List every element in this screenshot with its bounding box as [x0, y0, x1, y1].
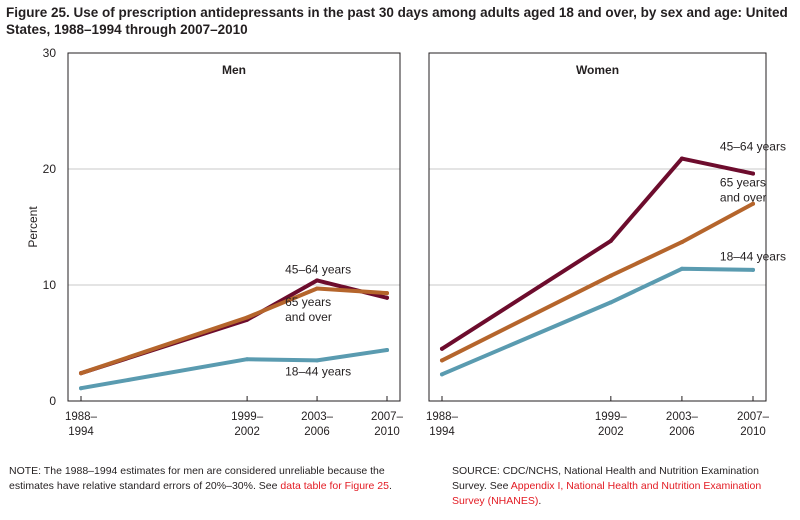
data-point-65-over: [440, 358, 444, 363]
x-tick-label-line: 1988–: [426, 411, 459, 423]
data-point-45-64: [751, 171, 755, 176]
source-body: SOURCE: CDC/NCHS, National Health and Nu…: [452, 465, 759, 492]
data-point-65-over: [79, 371, 83, 376]
x-tick-label: 1988– 1994: [65, 411, 98, 438]
x-tick-label: 2003– 2006: [301, 411, 334, 438]
x-tick-label-line: 2010: [740, 426, 766, 438]
panel-title: Men: [222, 63, 246, 77]
series-line-45-64: [440, 156, 755, 351]
x-tick-label-line: 1994: [429, 426, 455, 438]
series-label-line: 45–64 years: [720, 139, 786, 153]
data-point-45-64: [440, 346, 444, 351]
data-point-18-44: [440, 372, 444, 377]
series-line-18-44: [440, 266, 755, 377]
series-label-line: and over: [720, 190, 767, 204]
series-label-line: and over: [285, 310, 332, 324]
data-point-18-44: [385, 347, 389, 352]
data-point-65-over: [751, 201, 755, 206]
data-point-18-44: [608, 300, 613, 305]
data-point-18-44: [79, 386, 83, 391]
x-tick-label: 2007– 2010: [371, 411, 404, 438]
series-line-65-over: [79, 286, 389, 376]
data-point-65-over: [679, 240, 684, 245]
x-tick-label: 1988– 1994: [426, 411, 459, 438]
y-tick-label: 10: [43, 278, 57, 292]
y-tick-label: 0: [49, 394, 56, 408]
y-tick-label: 30: [43, 46, 57, 60]
data-point-65-over: [608, 273, 613, 278]
data-point-18-44: [679, 266, 684, 271]
x-tick-label: 2007– 2010: [737, 411, 770, 438]
note-end: .: [388, 480, 392, 492]
data-point-45-64: [315, 278, 320, 283]
data-table-link[interactable]: data table for Figure 25: [280, 480, 389, 492]
data-point-45-64: [385, 295, 389, 300]
data-point-18-44: [751, 267, 755, 272]
x-tick-label-line: 2002: [234, 426, 260, 438]
x-tick-label-line: 2006: [304, 426, 330, 438]
appendix-link[interactable]: Appendix I, National Health and Nutritio…: [452, 480, 762, 507]
x-tick-label-line: 2007–: [371, 411, 404, 423]
x-tick-label-line: 1999–: [595, 411, 628, 423]
source-text: SOURCE: CDC/NCHS, National Health and Nu…: [452, 464, 792, 509]
series-label-45-64: 45–64 years: [285, 262, 351, 276]
data-point-65-over: [315, 286, 320, 291]
x-tick-label-line: 1999–: [231, 411, 264, 423]
data-point-45-64: [608, 238, 613, 243]
x-tick-label-line: 1988–: [65, 411, 98, 423]
panel-women: Women 1988– 1994 1999– 2002 2003– 2006 2007– 201…: [426, 52, 786, 438]
y-axis-label: Percent: [26, 206, 40, 248]
x-tick-label: 1999– 2002: [595, 411, 628, 438]
x-tick-label-line: 1994: [68, 426, 94, 438]
series-label-line: 65 years: [720, 175, 766, 189]
figure-title: Figure 25. Use of prescription antidepre…: [6, 5, 788, 37]
note-body: NOTE: The 1988–1994 estimates for men ar…: [9, 465, 385, 492]
source-end: .: [538, 495, 542, 507]
panel-title: Women: [576, 63, 619, 77]
x-tick-label-line: 2003–: [666, 411, 699, 423]
series-label-18-44: 18–44 years: [720, 250, 786, 264]
data-point-45-64: [679, 156, 684, 161]
panel-frame: [67, 52, 401, 402]
series-label-line: 65 years: [285, 295, 331, 309]
data-point-18-44: [315, 358, 320, 363]
y-tick-label: 20: [43, 162, 57, 176]
x-tick-label: 1999– 2002: [231, 411, 264, 438]
note-text: NOTE: The 1988–1994 estimates for men ar…: [9, 464, 399, 494]
panel-frame: [428, 52, 767, 402]
panel-men: Men 1988– 1994 1999– 2002 2003– 2006 2007– 2010 4…: [65, 52, 404, 438]
x-tick-label-line: 2003–: [301, 411, 334, 423]
series-label-line: 18–44 years: [285, 364, 351, 378]
series-label-45-64: 45–64 years: [720, 139, 786, 153]
x-tick-label-line: 2010: [374, 426, 400, 438]
series-label-18-44: 18–44 years: [285, 364, 351, 378]
series-line-18-44: [79, 348, 389, 391]
series-label-line: 18–44 years: [720, 250, 786, 264]
x-tick-label-line: 2006: [669, 426, 695, 438]
x-tick-label-line: 2007–: [737, 411, 770, 423]
data-point-65-over: [385, 291, 389, 296]
chart: 0 10 20 30 Percent Men 1988– 1994 1999– 2002 2003–…: [26, 46, 786, 438]
series-label-65-over: 65 years and over: [285, 295, 332, 324]
series-label-line: 45–64 years: [285, 262, 351, 276]
x-tick-label-line: 2002: [598, 426, 624, 438]
x-tick-label: 2003– 2006: [666, 411, 699, 438]
data-point-18-44: [245, 357, 250, 362]
series-label-65-over: 65 years and over: [720, 175, 767, 204]
data-point-65-over: [245, 315, 250, 320]
series-line-65-over: [440, 201, 755, 363]
